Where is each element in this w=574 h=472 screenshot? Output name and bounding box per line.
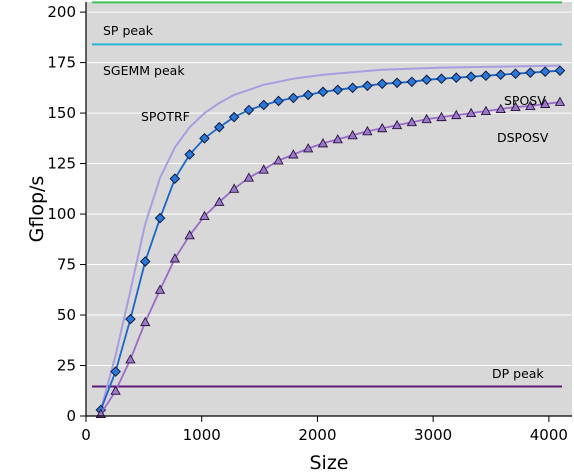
y-tick-label-75: 75 [57, 256, 76, 274]
point-sposv-30 [539, 66, 551, 77]
point-sposv-19 [376, 78, 388, 90]
point-dsposv-12 [273, 155, 284, 165]
point-dsposv-11 [258, 164, 269, 174]
point-sposv-10 [243, 104, 255, 116]
x-tick-label-1000: 1000 [183, 426, 221, 444]
point-sposv-29 [525, 67, 536, 78]
point-sposv-3 [139, 256, 151, 267]
point-dsposv-5 [169, 253, 181, 263]
point-sposv-15 [317, 86, 329, 98]
label-dsposv: DSPOSV [497, 130, 549, 145]
point-sposv-17 [347, 82, 358, 94]
point-dsposv-4 [154, 284, 166, 294]
point-dsposv-29 [525, 100, 536, 110]
point-dsposv-17 [347, 129, 358, 140]
label-spotrf: SPOTRF [141, 109, 190, 124]
label-sgemm-peak: SGEMM peak [103, 63, 185, 78]
y-tick-label-125: 125 [47, 155, 76, 173]
plot-background-layer [86, 2, 572, 416]
point-sposv-6 [184, 149, 195, 160]
point-dsposv-8 [214, 196, 225, 206]
point-sposv-18 [362, 80, 373, 92]
point-dsposv-3 [140, 316, 151, 327]
point-dsposv-30 [539, 98, 551, 108]
point-sposv-20 [391, 77, 403, 89]
point-sposv-14 [302, 89, 314, 101]
point-dsposv-10 [243, 172, 255, 182]
point-dsposv-22 [421, 113, 432, 124]
point-sposv-2 [125, 313, 136, 325]
y-tick-label-100: 100 [47, 205, 76, 223]
point-sposv-27 [495, 69, 507, 81]
y-tick-label-50: 50 [57, 306, 76, 324]
point-dsposv-24 [451, 109, 462, 120]
data-series [95, 64, 566, 418]
point-sposv-21 [406, 76, 418, 88]
y-tick-label-175: 175 [47, 54, 76, 72]
y-tick-label-150: 150 [47, 104, 76, 122]
point-sposv-7 [199, 133, 210, 144]
y-axis-title: Gflop/s [26, 176, 48, 243]
point-dsposv-1 [110, 385, 121, 395]
point-dsposv-2 [125, 354, 136, 364]
point-sposv-12 [273, 95, 284, 107]
point-sposv-4 [154, 212, 166, 224]
y-tick-label-200: 200 [47, 3, 76, 21]
y-tick-label-0: 0 [66, 407, 76, 425]
label-sp-peak: SP peak [103, 23, 154, 38]
y-tick-label-25: 25 [57, 357, 76, 375]
point-dsposv-27 [495, 103, 506, 114]
peak-reference-lines [92, 1, 562, 388]
x-tick-label-3000: 3000 [414, 426, 452, 444]
plot-background [86, 2, 572, 416]
point-sposv-24 [450, 72, 462, 84]
point-dsposv-9 [228, 183, 240, 193]
point-dsposv-16 [332, 134, 343, 144]
point-dsposv-6 [184, 229, 195, 240]
point-dsposv-13 [288, 149, 299, 159]
point-dsposv-26 [480, 105, 492, 116]
point-sposv-16 [332, 84, 344, 96]
x-axis-title: Size [309, 452, 348, 472]
point-sposv-8 [213, 121, 225, 133]
point-sposv-11 [258, 99, 270, 111]
point-sposv-5 [169, 173, 181, 185]
point-dsposv-15 [317, 138, 329, 148]
point-dsposv-21 [406, 116, 418, 127]
gridlines [86, 11, 572, 367]
point-sposv-31 [554, 65, 566, 76]
point-dsposv-14 [303, 143, 314, 153]
point-sposv-26 [480, 70, 492, 82]
point-sposv-1 [110, 366, 121, 377]
point-sposv-28 [510, 68, 521, 79]
point-dsposv-23 [436, 111, 447, 122]
annotations: SP peak SGEMM peak DP peak SPOTRF SPOSV DSPOS… [103, 23, 549, 381]
point-dsposv-20 [391, 119, 403, 130]
x-tick-label-2000: 2000 [298, 426, 336, 444]
label-dp-peak: DP peak [492, 366, 544, 381]
x-tick-label-4000: 4000 [530, 426, 568, 444]
point-sposv-22 [421, 74, 432, 86]
label-sposv: SPOSV [504, 93, 546, 108]
point-dsposv-28 [510, 101, 521, 111]
point-sposv-9 [228, 111, 240, 123]
point-dsposv-7 [199, 210, 210, 221]
point-sposv-23 [436, 73, 447, 85]
point-sposv-13 [288, 92, 299, 104]
point-dsposv-18 [362, 125, 373, 136]
point-dsposv-31 [554, 96, 566, 106]
point-sposv-25 [465, 71, 477, 83]
point-dsposv-25 [465, 107, 477, 118]
series-line-spotrf [99, 64, 561, 411]
x-tick-label-0: 0 [81, 426, 91, 444]
point-dsposv-19 [377, 122, 388, 133]
